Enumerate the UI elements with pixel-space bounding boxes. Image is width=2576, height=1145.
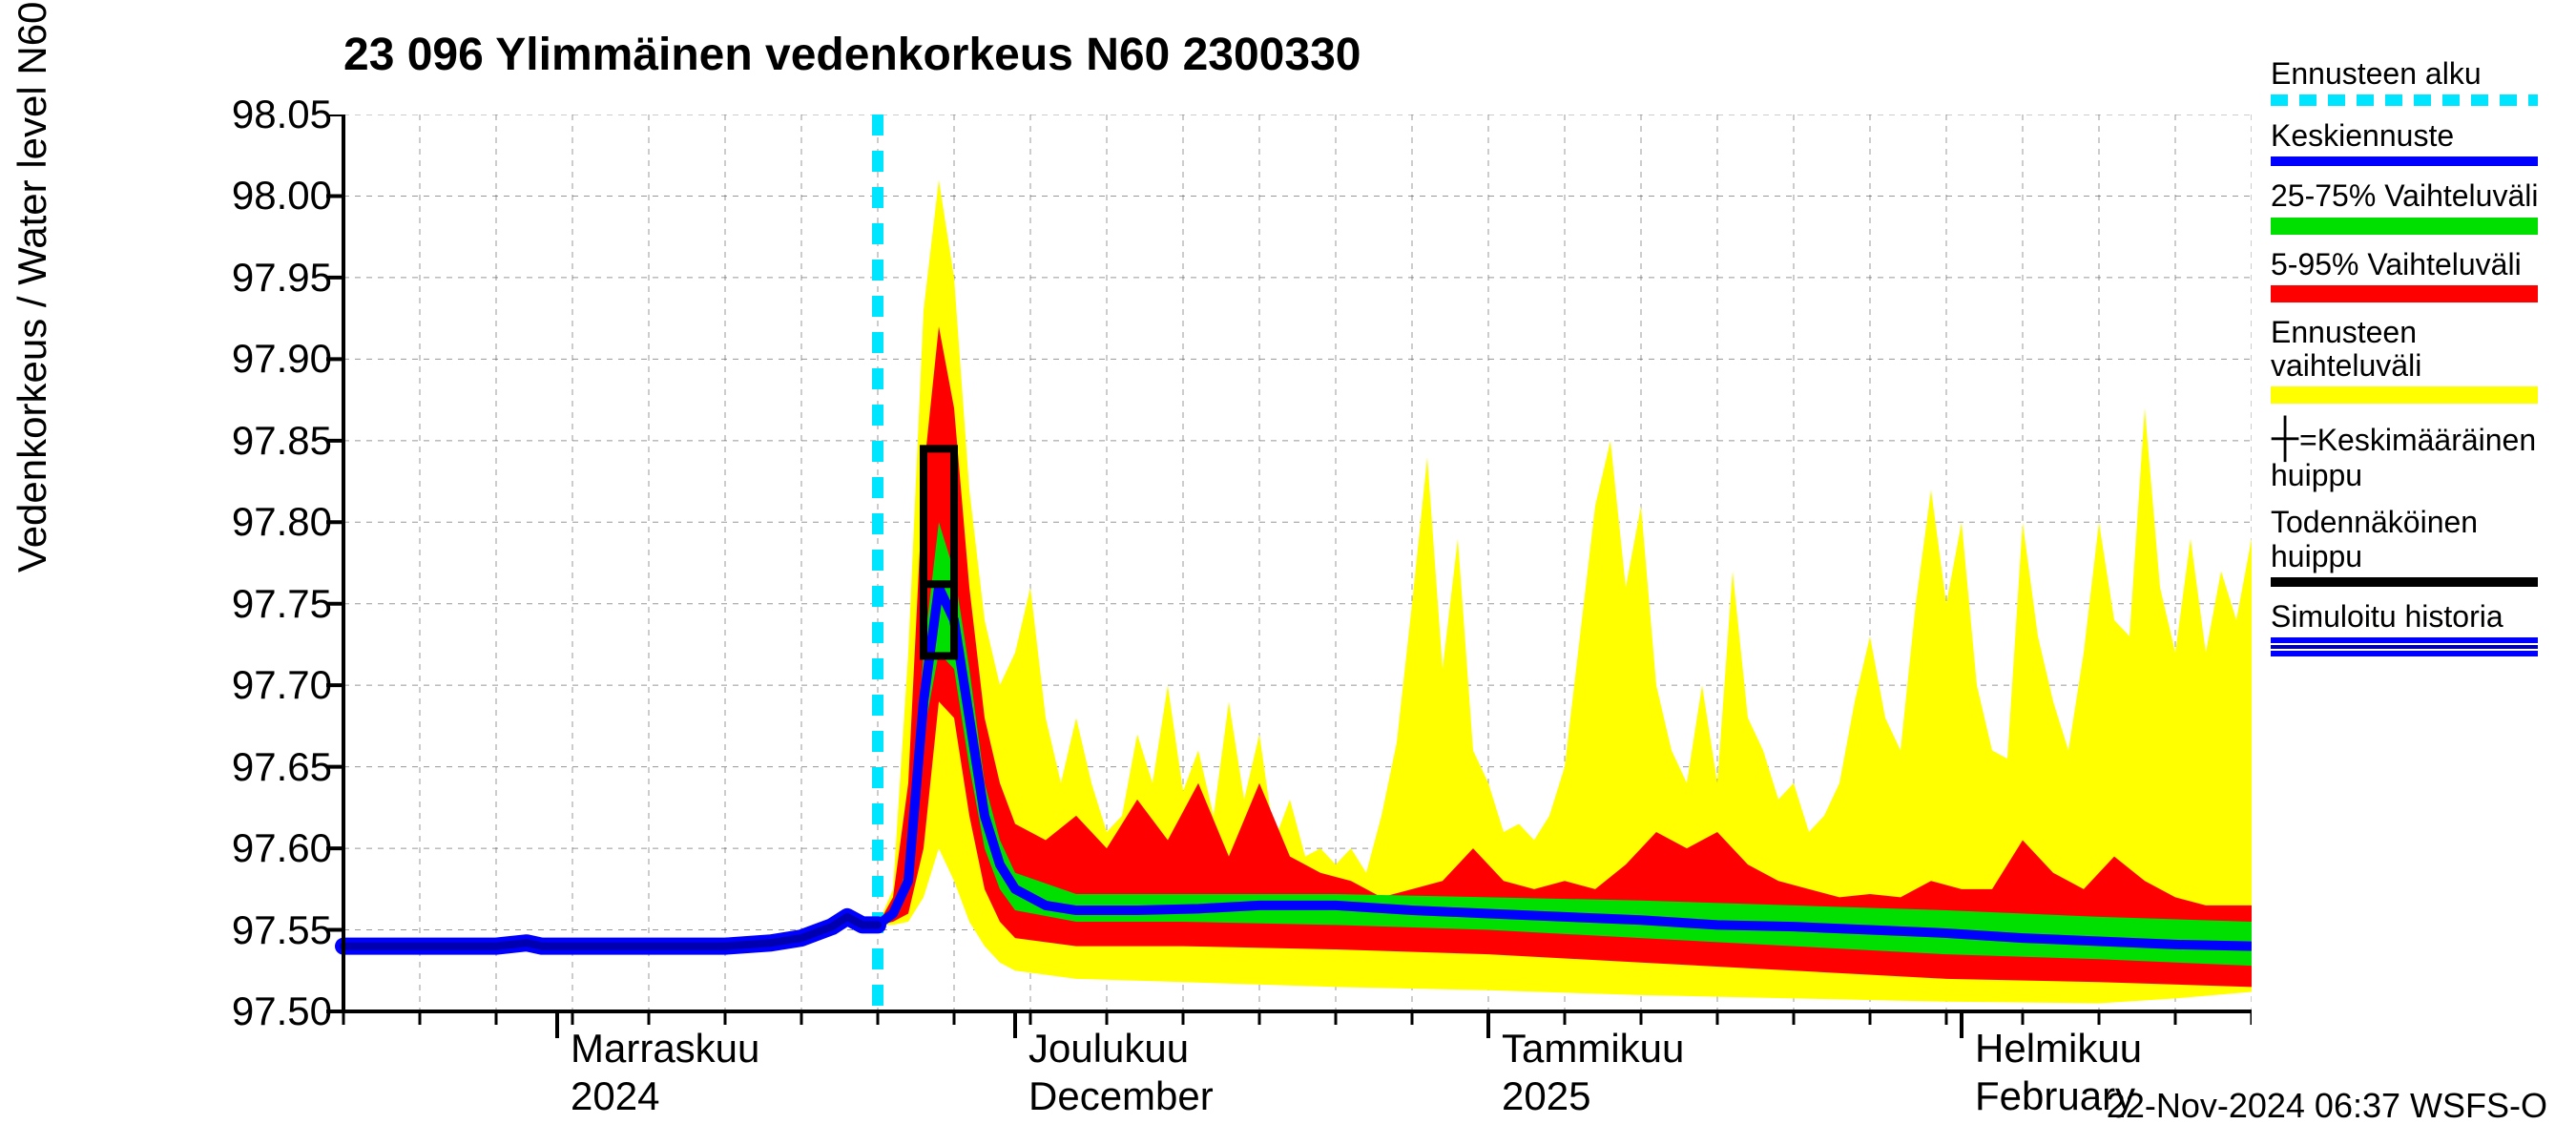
timestamp: 22-Nov-2024 06:37 WSFS-O [2107,1086,2547,1126]
y-axis-label: Vedenkorkeus / Water level N60+m [10,0,55,572]
legend-peak-prob: Todennäköinen huippu [2271,506,2566,586]
y-tick-label: 97.50 [232,989,332,1034]
legend-iqr: 25-75% Vaihteluväli [2271,179,2566,234]
plot-svg [324,114,2252,1050]
legend-swatch-line [2271,156,2538,166]
y-tick-label: 97.55 [232,907,332,953]
x-year-label: 2024 [571,1073,659,1119]
chart-root: 23 096 Ylimmäinen vedenkorkeus N60 23003… [0,0,2576,1145]
legend-label: =Keskimääräinen huippu [2271,423,2536,492]
y-tick-label: 97.75 [232,581,332,627]
legend-forecast-start: Ennusteen alku [2271,57,2566,106]
y-tick-label: 97.80 [232,499,332,545]
legend-full: Ennusteen vaihteluväli [2271,316,2566,404]
cross-icon: ┼ [2271,417,2299,459]
y-tick-label: 97.95 [232,255,332,301]
y-tick-label: 98.00 [232,173,332,219]
legend-label: Simuloitu historia [2271,599,2503,634]
legend-swatch-band [2271,285,2538,302]
y-tick-label: 97.90 [232,336,332,382]
legend-mean-forecast: Keskiennuste [2271,119,2566,166]
legend-label: 5-95% Vaihteluväli [2271,247,2522,281]
legend-swatch-band [2271,218,2538,235]
x-year-label: December [1028,1073,1214,1119]
y-tick-label: 97.60 [232,825,332,871]
legend-label: Ennusteen vaihteluväli [2271,315,2421,383]
legend-label: 25-75% Vaihteluväli [2271,178,2538,213]
legend-label: Todennäköinen huippu [2271,505,2478,572]
legend-swatch-thick [2271,637,2538,656]
y-tick-label: 97.70 [232,662,332,708]
legend-p90: 5-95% Vaihteluväli [2271,248,2566,302]
y-tick-label: 98.05 [232,92,332,137]
legend-swatch-dashed [2271,94,2538,106]
chart-title: 23 096 Ylimmäinen vedenkorkeus N60 23003… [343,29,1361,81]
legend-history: Simuloitu historia [2271,600,2566,656]
legend-peak-avg: ┼=Keskimääräinen huippu [2271,417,2566,492]
legend-label: Ennusteen alku [2271,56,2482,91]
legend: Ennusteen alku Keskiennuste 25-75% Vaiht… [2271,57,2566,670]
legend-swatch-line [2271,577,2538,587]
legend-swatch-band [2271,386,2538,404]
plot-area [343,114,2252,1011]
legend-label: Keskiennuste [2271,118,2454,153]
y-tick-label: 97.65 [232,744,332,790]
y-tick-label: 97.85 [232,418,332,464]
x-year-label: 2025 [1502,1073,1590,1119]
